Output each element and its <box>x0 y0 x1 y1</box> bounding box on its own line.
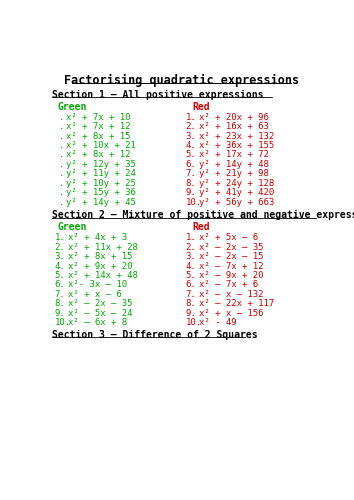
Text: 7.: 7. <box>55 290 65 299</box>
Text: x² - 49: x² - 49 <box>199 318 237 327</box>
Text: x² – 7x + 12: x² – 7x + 12 <box>199 262 264 270</box>
Text: .: . <box>59 188 65 197</box>
Text: 5.: 5. <box>55 271 65 280</box>
Text: 3.: 3. <box>55 252 65 261</box>
Text: x² + 5x – 6: x² + 5x – 6 <box>199 233 258 242</box>
Text: 8.: 8. <box>185 300 196 308</box>
Text: x² + 8x + 12: x² + 8x + 12 <box>66 150 131 160</box>
Text: .: . <box>59 198 65 206</box>
Text: y² + 24y + 128: y² + 24y + 128 <box>199 179 274 188</box>
Text: 6.: 6. <box>55 280 65 289</box>
Text: y² + 41y + 420: y² + 41y + 420 <box>199 188 274 197</box>
Text: x² + 7x + 10: x² + 7x + 10 <box>66 112 131 122</box>
Text: y² + 12y + 35: y² + 12y + 35 <box>66 160 136 169</box>
Text: x² – 2x – 35: x² – 2x – 35 <box>68 300 132 308</box>
Text: 8.: 8. <box>55 300 65 308</box>
Text: x² + x – 156: x² + x – 156 <box>199 308 264 318</box>
Text: 4.: 4. <box>55 262 65 270</box>
Text: 4.: 4. <box>185 262 196 270</box>
Text: x² – 7x + 6: x² – 7x + 6 <box>199 280 258 289</box>
Text: 1.: 1. <box>185 233 196 242</box>
Text: 5.: 5. <box>185 150 196 160</box>
Text: x² + 14x + 48: x² + 14x + 48 <box>68 271 137 280</box>
Text: 2.: 2. <box>55 242 65 252</box>
Text: 7.: 7. <box>185 170 196 178</box>
Text: Green: Green <box>58 222 87 232</box>
Text: .: . <box>59 160 65 169</box>
Text: x² – 5x – 24: x² – 5x – 24 <box>68 308 132 318</box>
Text: y² + 56y + 663: y² + 56y + 663 <box>199 198 274 206</box>
Text: .: . <box>59 141 65 150</box>
Text: 2.: 2. <box>185 242 196 252</box>
Text: 6.: 6. <box>185 280 196 289</box>
Text: x² + 36x + 155: x² + 36x + 155 <box>199 141 274 150</box>
Text: 4.: 4. <box>185 141 196 150</box>
Text: x² – x – 132: x² – x – 132 <box>199 290 264 299</box>
Text: x² + 10x + 21: x² + 10x + 21 <box>66 141 136 150</box>
Text: 10.: 10. <box>185 198 202 206</box>
Text: .: . <box>59 170 65 178</box>
Text: y² + 10y + 25: y² + 10y + 25 <box>66 179 136 188</box>
Text: x²- 3x – 10: x²- 3x – 10 <box>68 280 127 289</box>
Text: x² + 11x + 28: x² + 11x + 28 <box>68 242 137 252</box>
Text: 2.: 2. <box>185 122 196 131</box>
Text: .: . <box>59 179 65 188</box>
Text: Red: Red <box>193 222 210 232</box>
Text: 3.: 3. <box>185 252 196 261</box>
Text: .: . <box>59 112 65 122</box>
Text: x² + 4x + 3: x² + 4x + 3 <box>68 233 127 242</box>
Text: Section 2 – Mixture of positive and negative expressions: Section 2 – Mixture of positive and nega… <box>52 210 354 220</box>
Text: .: . <box>59 150 65 160</box>
Text: x² – 2x – 35: x² – 2x – 35 <box>199 242 264 252</box>
Text: y² + 11y + 24: y² + 11y + 24 <box>66 170 136 178</box>
Text: Factorising quadratic expressions: Factorising quadratic expressions <box>64 74 299 86</box>
Text: x² + 7x + 12: x² + 7x + 12 <box>66 122 131 131</box>
Text: 10.: 10. <box>185 318 202 327</box>
Text: x² + 9x + 20: x² + 9x + 20 <box>68 262 132 270</box>
Text: y² + 15y + 36: y² + 15y + 36 <box>66 188 136 197</box>
Text: x² + 17x + 72: x² + 17x + 72 <box>199 150 269 160</box>
Text: 3.: 3. <box>185 132 196 140</box>
Text: x² – 6x + 8: x² – 6x + 8 <box>68 318 127 327</box>
Text: x² + 20x + 96: x² + 20x + 96 <box>199 112 269 122</box>
Text: x² – 9x + 20: x² – 9x + 20 <box>199 271 264 280</box>
Text: x² – 2x – 15: x² – 2x – 15 <box>199 252 264 261</box>
Text: 7.: 7. <box>185 290 196 299</box>
Text: Red: Red <box>193 102 210 112</box>
Text: Section 1 – All positive expressions: Section 1 – All positive expressions <box>52 90 264 100</box>
Text: 9.: 9. <box>185 188 196 197</box>
Text: 8.: 8. <box>185 179 196 188</box>
Text: 10.: 10. <box>55 318 71 327</box>
Text: x² + 8x + 15: x² + 8x + 15 <box>68 252 132 261</box>
Text: 1.: 1. <box>55 233 65 242</box>
Text: x² + 8x + 15: x² + 8x + 15 <box>66 132 131 140</box>
Text: x² + x – 6: x² + x – 6 <box>68 290 121 299</box>
Text: x² + 16x + 63: x² + 16x + 63 <box>199 122 269 131</box>
Text: 6.: 6. <box>185 160 196 169</box>
Text: 1.: 1. <box>185 112 196 122</box>
Text: x² + 23x + 132: x² + 23x + 132 <box>199 132 274 140</box>
Text: Green: Green <box>58 102 87 112</box>
Text: y² + 14y + 48: y² + 14y + 48 <box>199 160 269 169</box>
Text: 9.: 9. <box>55 308 65 318</box>
Text: Section 3 – Difference of 2 Squares: Section 3 – Difference of 2 Squares <box>52 330 258 340</box>
Text: y² + 14y + 45: y² + 14y + 45 <box>66 198 136 206</box>
Text: .: . <box>59 132 65 140</box>
Text: .: . <box>59 122 65 131</box>
Text: 9.: 9. <box>185 308 196 318</box>
Text: x² – 22x + 117: x² – 22x + 117 <box>199 300 274 308</box>
Text: y² + 21y + 98: y² + 21y + 98 <box>199 170 269 178</box>
Text: 5.: 5. <box>185 271 196 280</box>
